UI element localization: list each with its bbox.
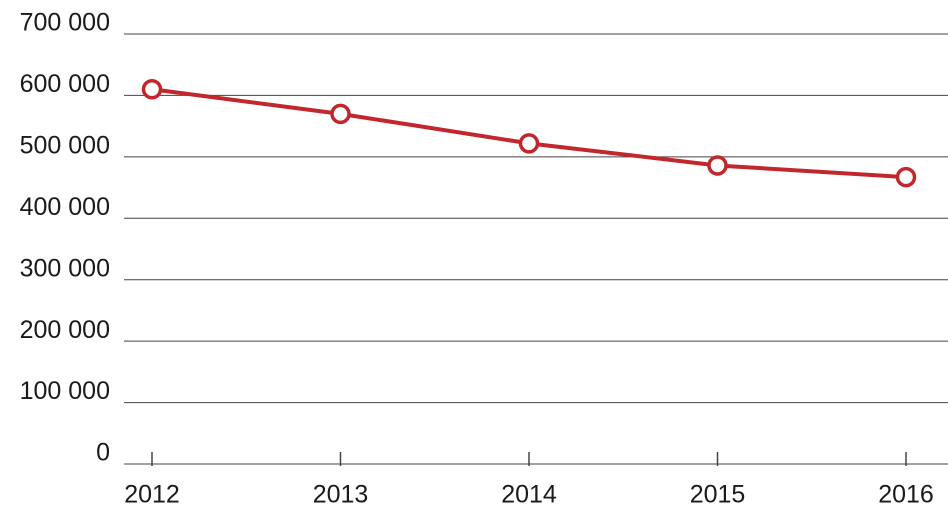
y-tick-label: 500 000 [20, 131, 110, 159]
y-tick-label: 400 000 [20, 193, 110, 221]
data-point [707, 155, 728, 176]
data-point [330, 103, 351, 125]
x-tick-label: 2016 [878, 481, 934, 509]
x-tick-label: 2012 [124, 481, 180, 509]
y-tick-label: 200 000 [20, 316, 110, 344]
x-tick-label: 2013 [313, 481, 369, 509]
x-tick-label: 2015 [690, 481, 746, 509]
y-tick-label: 600 000 [20, 70, 110, 98]
data-point [895, 166, 917, 188]
data-point [141, 79, 163, 100]
y-tick-label: 300 000 [20, 254, 110, 282]
y-tick-label: 700 000 [20, 9, 110, 37]
data-point [518, 133, 540, 154]
x-tick-label: 2014 [501, 481, 557, 509]
y-tick-label: 100 000 [20, 377, 110, 405]
y-tick-label: 0 [96, 439, 110, 467]
